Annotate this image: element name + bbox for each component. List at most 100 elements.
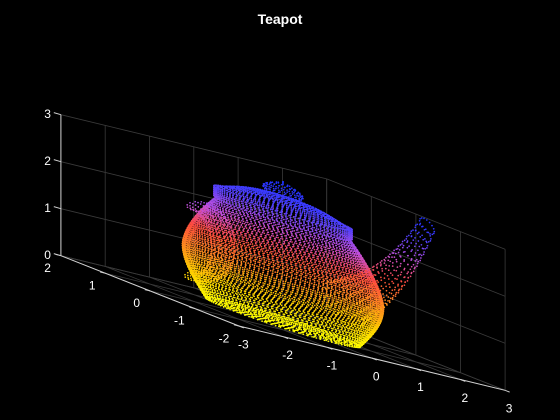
teapot-point <box>343 338 345 341</box>
teapot-point <box>239 282 242 285</box>
teapot-point <box>336 325 339 327</box>
teapot-point <box>189 254 192 257</box>
teapot-point <box>325 305 328 308</box>
teapot-point <box>367 310 370 312</box>
teapot-point <box>194 230 197 233</box>
teapot-point <box>317 286 319 289</box>
teapot-point <box>364 283 367 285</box>
teapot-point <box>353 287 355 290</box>
teapot-point <box>331 301 333 303</box>
teapot-point <box>300 254 303 257</box>
teapot-point <box>374 315 377 318</box>
teapot-point <box>272 291 275 294</box>
teapot-point <box>266 271 269 273</box>
teapot-point <box>345 307 348 309</box>
teapot-point <box>282 288 285 291</box>
teapot-point <box>231 262 234 265</box>
teapot-point <box>233 268 236 270</box>
teapot-point <box>344 329 347 331</box>
teapot-point <box>234 276 237 279</box>
teapot-point <box>341 306 344 308</box>
teapot-point <box>372 295 375 298</box>
teapot-point <box>225 274 227 276</box>
teapot-point <box>284 295 286 298</box>
teapot-point <box>365 335 367 337</box>
teapot-point <box>335 271 338 274</box>
teapot-point <box>310 264 313 267</box>
teapot-point <box>188 249 191 252</box>
teapot-point <box>299 265 301 268</box>
teapot-point <box>342 287 345 290</box>
teapot-point <box>303 311 306 314</box>
teapot-point <box>255 271 257 274</box>
teapot-point <box>257 252 260 255</box>
teapot-point <box>243 284 246 286</box>
teapot-point <box>328 319 330 322</box>
teapot-point <box>260 308 263 310</box>
teapot-point <box>289 311 292 314</box>
teapot-point <box>194 225 196 228</box>
teapot-point <box>293 298 296 301</box>
teapot-point <box>294 300 296 303</box>
teapot-point <box>284 297 287 300</box>
teapot-point <box>294 264 297 267</box>
teapot-point <box>205 285 208 288</box>
teapot-point <box>187 263 190 265</box>
teapot-point <box>287 258 290 260</box>
teapot-point <box>214 275 216 278</box>
teapot-point <box>367 288 369 290</box>
teapot-point <box>202 255 204 258</box>
teapot-point <box>196 244 199 247</box>
teapot-point <box>208 267 211 269</box>
teapot-point <box>252 317 255 319</box>
teapot-point <box>360 328 363 331</box>
teapot-point <box>258 299 261 302</box>
teapot-point <box>356 346 359 349</box>
teapot-point <box>259 255 262 258</box>
teapot-point <box>247 281 249 283</box>
teapot-point <box>281 268 284 271</box>
teapot-point <box>366 312 369 314</box>
teapot-point <box>280 304 283 307</box>
teapot-point <box>202 253 204 256</box>
teapot-point <box>228 272 230 275</box>
teapot-point <box>265 290 268 292</box>
teapot-point <box>341 324 344 327</box>
teapot-point <box>295 311 298 314</box>
teapot-point <box>350 302 352 304</box>
teapot-point <box>255 298 258 300</box>
teapot-point <box>337 343 340 345</box>
teapot-point <box>245 297 248 300</box>
teapot-point <box>256 294 259 297</box>
teapot-point <box>186 258 189 261</box>
teapot-point <box>288 256 291 259</box>
teapot-point <box>373 298 376 300</box>
teapot-point <box>354 346 357 349</box>
teapot-point <box>202 282 204 284</box>
teapot-point <box>318 281 320 283</box>
teapot-point <box>201 257 203 259</box>
teapot-point <box>256 287 259 290</box>
teapot-point <box>258 303 261 306</box>
teapot-point <box>299 281 301 283</box>
teapot-point <box>323 266 326 269</box>
teapot-point <box>285 302 288 304</box>
teapot-point <box>321 330 324 333</box>
teapot-point <box>361 305 363 308</box>
teapot-point <box>232 292 234 294</box>
teapot-point <box>191 228 194 231</box>
teapot-point <box>308 298 310 301</box>
teapot-point <box>216 246 219 249</box>
teapot-point <box>299 326 301 329</box>
teapot-point <box>264 280 266 283</box>
teapot-point <box>309 297 312 300</box>
teapot-point <box>317 329 319 332</box>
teapot-point <box>288 294 290 297</box>
teapot-point <box>259 305 262 308</box>
teapot-point <box>349 288 352 291</box>
teapot-point <box>364 289 366 292</box>
z-tick-mark <box>53 112 62 116</box>
teapot-point <box>204 255 207 257</box>
teapot-point <box>273 279 275 282</box>
